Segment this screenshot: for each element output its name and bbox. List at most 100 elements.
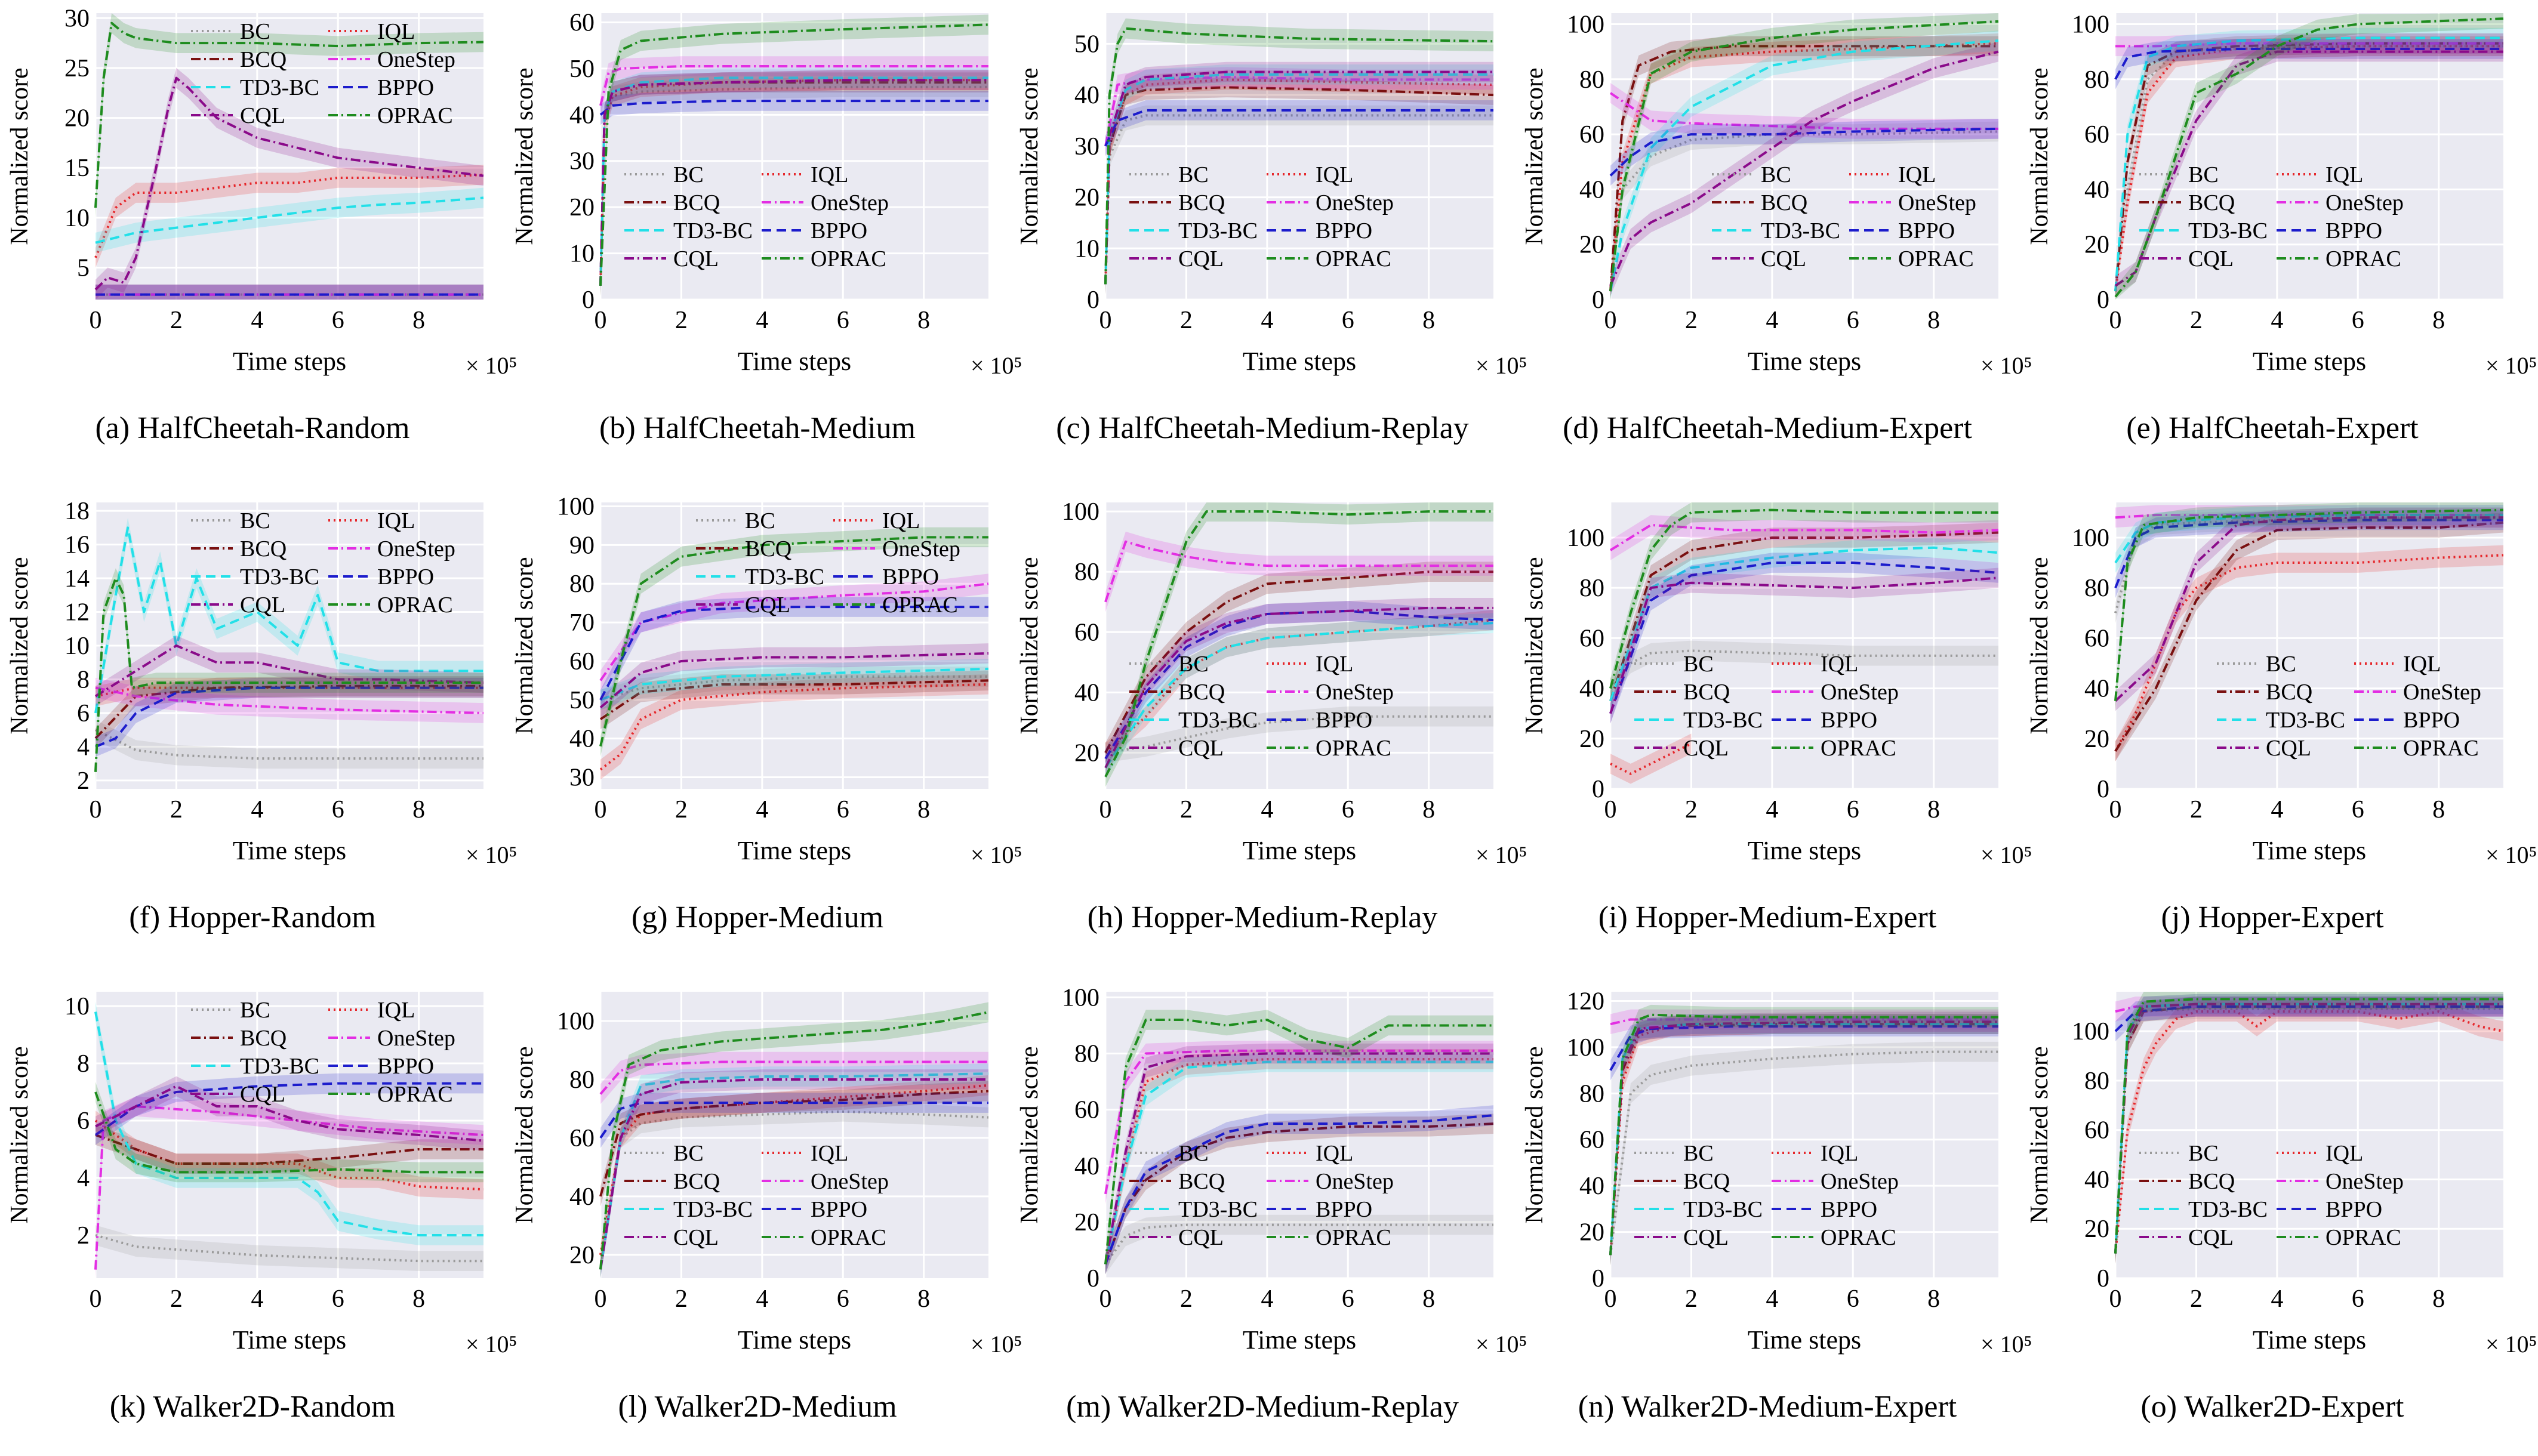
subplot-caption: (a) HalfCheetah-Random (95, 411, 410, 445)
series-line-oprac (599, 536, 988, 747)
x-axis-multiplier: × 10⁵ (1476, 1331, 1527, 1358)
series-band-bcq (600, 72, 988, 296)
series-line-onestep (1104, 540, 1493, 603)
series-line-bc (1104, 1223, 1493, 1265)
series-band-bcq (600, 1081, 988, 1207)
y-tick-label: 40 (1579, 1173, 1604, 1200)
series-line-bppo (599, 1102, 988, 1139)
x-tick-label: 0 (595, 307, 607, 334)
y-tick-label: 8 (77, 1050, 90, 1078)
series-line-bppo (1609, 127, 1999, 177)
series-line-iql (95, 686, 483, 698)
x-tick-label: 8 (412, 307, 425, 334)
subplot-5: 0 2 4 6 8 0 20 40 60 80 100 Time steps × 10⁵ Normaliz… (2020, 0, 2537, 477)
x-axis-multiplier: × 10⁵ (971, 841, 1022, 868)
series-band-bcq (1105, 1113, 1493, 1275)
legend-label-onestep: OneStep (811, 1169, 889, 1194)
series-line-oprac (94, 21, 484, 208)
series-band-bcq (1610, 1014, 1998, 1266)
legend-label-td3-bc: TD3-BC (240, 75, 319, 100)
x-tick-label: 6 (2352, 796, 2364, 823)
series-line-td3-bc (2114, 514, 2503, 564)
series-band-bppo (1105, 1105, 1493, 1275)
series-line-bppo (1104, 1114, 1494, 1265)
x-tick-label: 2 (1180, 307, 1193, 334)
series-line-oprac (1104, 27, 1494, 285)
series-line-td3-bc (600, 667, 989, 701)
series-line-iql (2114, 1010, 2504, 1254)
y-tick-label: 60 (1074, 1097, 1099, 1124)
legend-label-bppo: BPPO (1316, 1197, 1372, 1222)
x-tick-label: 4 (251, 307, 263, 334)
series-line-bc (1105, 715, 1493, 754)
y-tick-label: 10 (569, 240, 595, 268)
series-line-cql (599, 1078, 988, 1270)
series-line-oprac (2114, 998, 2503, 1254)
legend-label-iql: IQL (2326, 1141, 2363, 1166)
series-band-oprac (96, 568, 483, 782)
x-tick-label: 6 (1847, 796, 1859, 823)
series-line-bcq (599, 679, 989, 720)
legend-label-td3-bc: TD3-BC (2266, 708, 2345, 733)
series-line-oprac (1609, 508, 1998, 689)
legend-label-oprac: OPRAC (1316, 1225, 1391, 1250)
series-line-bppo (95, 686, 483, 748)
series-line-td3-bc (1104, 622, 1494, 769)
y-tick-label: 40 (1074, 82, 1099, 109)
legend-label-bc: BC (2188, 162, 2219, 187)
legend-label-cql: CQL (745, 593, 790, 618)
subplot-caption: (c) HalfCheetah-Medium-Replay (1056, 411, 1469, 445)
x-tick-label: 4 (1766, 307, 1778, 334)
y-tick-label: 40 (1579, 675, 1604, 703)
legend-label-cql: CQL (1683, 736, 1729, 761)
x-tick-label: 4 (2271, 307, 2283, 334)
legend-label-bc: BC (1683, 652, 1714, 677)
x-tick-label: 2 (2190, 796, 2203, 823)
subplot-4: 0 2 4 6 8 0 20 40 60 80 100 Time steps × 10⁵ Normaliz… (1515, 0, 2032, 477)
y-tick-label: 20 (1579, 726, 1604, 753)
y-tick-label: 4 (77, 733, 90, 761)
plot-area (2115, 992, 2503, 1278)
subplot-13: 0 2 4 6 8 0 20 40 60 80 100 Time steps × 10⁵ Normaliz… (1010, 979, 1527, 1456)
series-line-td3-bc (94, 1011, 483, 1236)
legend-label-bcq: BCQ (240, 1026, 287, 1051)
x-tick-label: 0 (1604, 1285, 1617, 1313)
y-tick-label: 30 (1074, 133, 1099, 161)
x-tick-label: 6 (837, 1285, 849, 1313)
legend: BC IQL BCQ OneStep TD3-BC BPPO CQL OPRAC (1634, 1141, 1899, 1250)
y-tick-label: 100 (1062, 984, 1099, 1011)
series-band-onestep (600, 573, 988, 691)
legend-label-oprac: OPRAC (811, 1225, 886, 1250)
legend: BC IQL BCQ OneStep TD3-BC BPPO CQL OPRAC (2139, 162, 2404, 272)
x-tick-label: 6 (837, 307, 849, 334)
series-band-bcq (96, 675, 483, 749)
series-line-onestep (1104, 1049, 1493, 1195)
chart-svg: 0 2 4 6 8 0 10 20 30 40 50 60 Time steps × 10⁵ Normali… (511, 9, 1022, 379)
chart-svg: 0 2 4 6 8 2 4 6 8 10 Time steps × 10⁵ Normalized sco… (6, 992, 518, 1358)
legend-label-bcq: BCQ (1178, 1169, 1225, 1194)
y-tick-label: 8 (77, 666, 90, 693)
series-band-onestep (1105, 1041, 1493, 1204)
series-band-oprac (96, 13, 483, 218)
legend-label-iql: IQL (377, 19, 415, 44)
series-line-cql (94, 76, 484, 291)
series-line-bppo (2114, 1005, 2503, 1032)
legend-label-iql: IQL (377, 508, 415, 533)
x-tick-label: 2 (1685, 307, 1698, 334)
series-line-oprac (94, 577, 483, 772)
subplot-1: 0 2 4 6 8 5 10 15 20 25 30 Time steps × 10⁵ Normalize… (0, 0, 518, 477)
series-band-iql (1105, 69, 1493, 295)
y-tick-label: 40 (1074, 1153, 1099, 1180)
series-band-cql (600, 1069, 988, 1278)
legend: BC IQL BCQ OneStep TD3-BC BPPO CQL OPRAC (1634, 652, 1899, 761)
y-tick-label: 60 (1074, 619, 1099, 646)
x-tick-label: 0 (90, 307, 102, 334)
x-axis-multiplier: × 10⁵ (1980, 1331, 2032, 1358)
x-tick-label: 6 (1342, 796, 1354, 823)
subplot-caption: (f) Hopper-Random (129, 900, 376, 934)
x-tick-label: 2 (170, 1285, 183, 1313)
series-line-bc (1609, 649, 1998, 689)
y-tick-label: 40 (569, 1183, 595, 1211)
series-line-bcq (1609, 531, 1999, 702)
